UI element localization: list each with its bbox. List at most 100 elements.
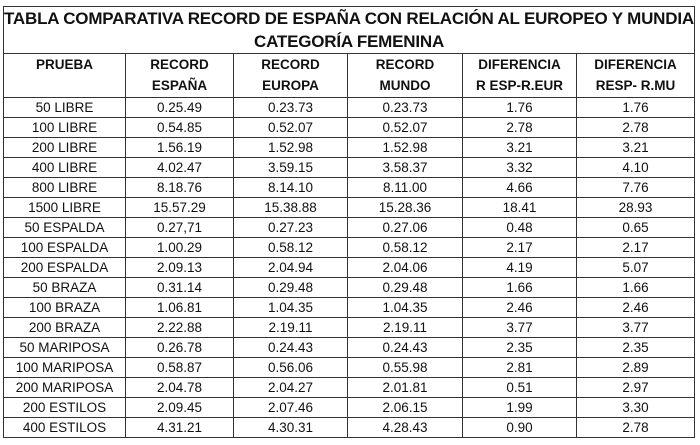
header-line-1: PRUEBA (35, 57, 93, 72)
cell-col-record-espana: 0.26.78 (125, 337, 234, 358)
cell-col-record-europa: 3.59.15 (233, 157, 348, 178)
header-line-1: RECORD (375, 57, 435, 72)
records-comparison-table: TABLA COMPARATIVA RECORD DE ESPAÑA CON R… (2, 6, 696, 438)
cell-col-diff-esp-eur: 3.77 (462, 317, 577, 338)
cell-col-record-mundo: 0.23.73 (347, 97, 463, 118)
cell-col-diff-esp-mu: 5.07 (575, 257, 696, 278)
table-body: 50 LIBRE 0.25.49 0.23.73 0.23.73 1.76 1.76 100… (3, 97, 696, 438)
title-line-1: TABLA COMPARATIVA RECORD DE ESPAÑA CON R… (4, 9, 695, 28)
cell-col-record-mundo: 0.29.48 (347, 277, 463, 298)
cell-col-record-mundo: 2.01.81 (347, 377, 463, 398)
cell-col-prueba: 100 BRAZA (3, 297, 126, 318)
cell-col-diff-esp-eur: 0.51 (462, 377, 577, 398)
header-line-1: RECORD (150, 57, 209, 72)
cell-col-record-espana: 0.27,71 (125, 217, 234, 238)
cell-col-diff-esp-eur: 2.46 (462, 297, 577, 318)
cell-col-record-espana: 0.31.14 (125, 277, 234, 298)
cell-col-diff-esp-mu: 2.97 (575, 377, 696, 398)
cell-col-record-espana: 2.04.78 (125, 377, 234, 398)
cell-col-record-espana: 0.25.49 (125, 97, 234, 118)
cell-col-record-europa: 1.52.98 (233, 137, 348, 158)
cell-col-record-mundo: 15.28.36 (347, 197, 463, 218)
cell-col-diff-esp-mu: 3.77 (575, 317, 696, 338)
cell-col-prueba: 400 LIBRE (3, 157, 126, 178)
cell-col-record-europa: 0.52.07 (233, 117, 348, 138)
table-row: 100 ESPALDA 1.00.29 0.58.12 0.58.12 2.17 2.17 (3, 237, 696, 258)
header-line-2: ESPAÑA (151, 78, 208, 93)
cell-col-record-mundo: 0.27.06 (347, 217, 463, 238)
cell-col-diff-esp-eur: 4.66 (462, 177, 577, 198)
table-row: 800 LIBRE 8.18.76 8.14.10 8.11.00 4.66 7.76 (3, 177, 696, 198)
cell-col-record-mundo: 4.28.43 (347, 417, 463, 438)
cell-col-diff-esp-mu: 3.21 (575, 137, 696, 158)
cell-col-record-espana: 4.02.47 (125, 157, 234, 178)
cell-col-record-espana: 2.09.13 (125, 257, 234, 278)
cell-col-prueba: 100 LIBRE (3, 117, 126, 138)
table-row: 50 ESPALDA 0.27,71 0.27.23 0.27.06 0.48 0.65 (3, 217, 696, 238)
cell-col-diff-esp-eur: 3.21 (462, 137, 577, 158)
cell-col-prueba: 200 LIBRE (3, 137, 126, 158)
cell-col-record-europa: 15.38.88 (233, 197, 348, 218)
cell-col-record-espana: 0.54.85 (125, 117, 234, 138)
table-row: 200 ESTILOS 2.09.45 2.07.46 2.06.15 1.99 3.30 (3, 397, 696, 418)
table-row: 100 MARIPOSA 0.58.87 0.56.06 0.55.98 2.81 2.8… (3, 357, 696, 378)
cell-col-record-europa: 2.07.46 (233, 397, 348, 418)
cell-col-prueba: 100 ESPALDA (3, 237, 126, 258)
table-row: 200 LIBRE 1.56.19 1.52.98 1.52.98 3.21 3.21 (3, 137, 696, 158)
cell-col-diff-esp-mu: 3.30 (575, 397, 696, 418)
cell-col-diff-esp-eur: 0.48 (462, 217, 577, 238)
cell-col-record-europa: 0.23.73 (233, 97, 348, 118)
cell-col-diff-esp-mu: 7.76 (575, 177, 696, 198)
header-col-record-espana: RECORD ESPAÑA (125, 53, 234, 98)
cell-col-record-europa: 1.04.35 (233, 297, 348, 318)
cell-col-diff-esp-eur: 4.19 (462, 257, 577, 278)
cell-col-diff-esp-eur: 2.17 (462, 237, 577, 258)
cell-col-record-mundo: 0.58.12 (347, 237, 463, 258)
table-row: 50 LIBRE 0.25.49 0.23.73 0.23.73 1.76 1.76 (3, 97, 696, 118)
header-line-1: DIFERENCIA (594, 57, 677, 72)
cell-col-record-espana: 1.56.19 (125, 137, 234, 158)
table-row: 200 BRAZA 2.22.88 2.19.11 2.19.11 3.77 3.77 (3, 317, 696, 338)
cell-col-record-mundo: 0.55.98 (347, 357, 463, 378)
title-line-2: CATEGORÍA FEMENINA (254, 32, 445, 51)
table-row: 100 BRAZA 1.06.81 1.04.35 1.04.35 2.46 2.46 (3, 297, 696, 318)
cell-col-record-espana: 2.09.45 (125, 397, 234, 418)
cell-col-diff-esp-mu: 4.10 (575, 157, 696, 178)
cell-col-diff-esp-eur: 2.78 (462, 117, 577, 138)
cell-col-record-espana: 2.22.88 (125, 317, 234, 338)
cell-col-prueba: 200 MARIPOSA (3, 377, 126, 398)
table-row: 200 ESPALDA 2.09.13 2.04.94 2.04.06 4.19 5.07 (3, 257, 696, 278)
cell-col-prueba: 1500 LIBRE (3, 197, 126, 218)
cell-col-record-mundo: 1.52.98 (347, 137, 463, 158)
cell-col-diff-esp-eur: 3.32 (462, 157, 577, 178)
cell-col-prueba: 400 ESTILOS (3, 417, 126, 438)
cell-col-diff-esp-eur: 2.35 (462, 337, 577, 358)
cell-col-diff-esp-eur: 1.76 (462, 97, 577, 118)
cell-col-diff-esp-mu: 2.17 (575, 237, 696, 258)
cell-col-record-europa: 2.19.11 (233, 317, 348, 338)
cell-col-record-espana: 1.06.81 (125, 297, 234, 318)
table-title: TABLA COMPARATIVA RECORD DE ESPAÑA CON R… (2, 6, 696, 54)
cell-col-record-espana: 4.31.21 (125, 417, 234, 438)
header-row: PRUEBA RECORD ESPAÑA RECORD EUROPA RECORD MUND… (3, 53, 696, 98)
cell-col-diff-esp-eur: 2.81 (462, 357, 577, 378)
cell-col-diff-esp-mu: 2.78 (575, 417, 696, 438)
cell-col-prueba: 200 ESTILOS (3, 397, 126, 418)
header-col-diff-esp-mu: DIFERENCIA RESP- R.MU (575, 53, 696, 98)
header-line-1: DIFERENCIA (478, 57, 561, 72)
cell-col-record-mundo: 3.58.37 (347, 157, 463, 178)
cell-col-diff-esp-eur: 0.90 (462, 417, 577, 438)
cell-col-record-mundo: 2.19.11 (347, 317, 463, 338)
cell-col-prueba: 100 MARIPOSA (3, 357, 126, 378)
cell-col-diff-esp-eur: 1.99 (462, 397, 577, 418)
table-row: 400 LIBRE 4.02.47 3.59.15 3.58.37 3.32 4.10 (3, 157, 696, 178)
cell-col-diff-esp-eur: 1.66 (462, 277, 577, 298)
cell-col-diff-esp-mu: 2.46 (575, 297, 696, 318)
cell-col-record-europa: 0.58.12 (233, 237, 348, 258)
cell-col-record-mundo: 2.06.15 (347, 397, 463, 418)
cell-col-record-mundo: 2.04.06 (347, 257, 463, 278)
header-line-1: RECORD (261, 57, 320, 72)
header-line-2: EUROPA (262, 78, 319, 93)
cell-col-record-espana: 15.57.29 (125, 197, 234, 218)
header-col-diff-esp-eur: DIFERENCIA R ESP-R.EUR (462, 53, 577, 98)
